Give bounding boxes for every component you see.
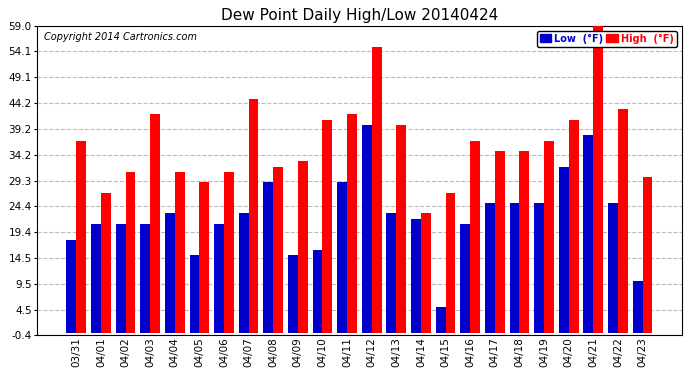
Bar bbox=[608, 203, 618, 333]
Bar bbox=[66, 240, 77, 333]
Bar bbox=[140, 224, 150, 333]
Bar bbox=[101, 193, 111, 333]
Bar bbox=[362, 125, 372, 333]
Bar bbox=[175, 172, 185, 333]
Bar bbox=[633, 281, 642, 333]
Bar bbox=[446, 193, 455, 333]
Bar bbox=[214, 224, 224, 333]
Bar bbox=[224, 172, 234, 333]
Bar bbox=[126, 172, 135, 333]
Bar bbox=[150, 114, 160, 333]
Bar bbox=[534, 203, 544, 333]
Bar bbox=[273, 166, 283, 333]
Bar bbox=[313, 250, 322, 333]
Bar bbox=[510, 203, 520, 333]
Bar bbox=[264, 182, 273, 333]
Legend: Low  (°F), High  (°F): Low (°F), High (°F) bbox=[537, 31, 677, 46]
Bar bbox=[199, 182, 209, 333]
Bar bbox=[495, 151, 504, 333]
Bar bbox=[485, 203, 495, 333]
Bar bbox=[77, 141, 86, 333]
Bar bbox=[520, 151, 529, 333]
Bar bbox=[435, 307, 446, 333]
Bar bbox=[386, 213, 396, 333]
Bar bbox=[372, 47, 382, 333]
Bar bbox=[544, 141, 554, 333]
Bar bbox=[470, 141, 480, 333]
Bar bbox=[584, 135, 593, 333]
Bar bbox=[460, 224, 470, 333]
Bar bbox=[239, 213, 248, 333]
Bar bbox=[347, 114, 357, 333]
Bar bbox=[322, 120, 333, 333]
Bar bbox=[593, 26, 603, 333]
Bar bbox=[116, 224, 126, 333]
Title: Dew Point Daily High/Low 20140424: Dew Point Daily High/Low 20140424 bbox=[221, 8, 498, 23]
Text: Copyright 2014 Cartronics.com: Copyright 2014 Cartronics.com bbox=[43, 32, 197, 42]
Bar bbox=[337, 182, 347, 333]
Bar bbox=[618, 109, 628, 333]
Bar bbox=[569, 120, 578, 333]
Bar bbox=[165, 213, 175, 333]
Bar bbox=[396, 125, 406, 333]
Bar bbox=[190, 255, 199, 333]
Bar bbox=[421, 213, 431, 333]
Bar bbox=[642, 177, 652, 333]
Bar bbox=[288, 255, 298, 333]
Bar bbox=[248, 99, 259, 333]
Bar bbox=[559, 166, 569, 333]
Bar bbox=[298, 161, 308, 333]
Bar bbox=[91, 224, 101, 333]
Bar bbox=[411, 219, 421, 333]
